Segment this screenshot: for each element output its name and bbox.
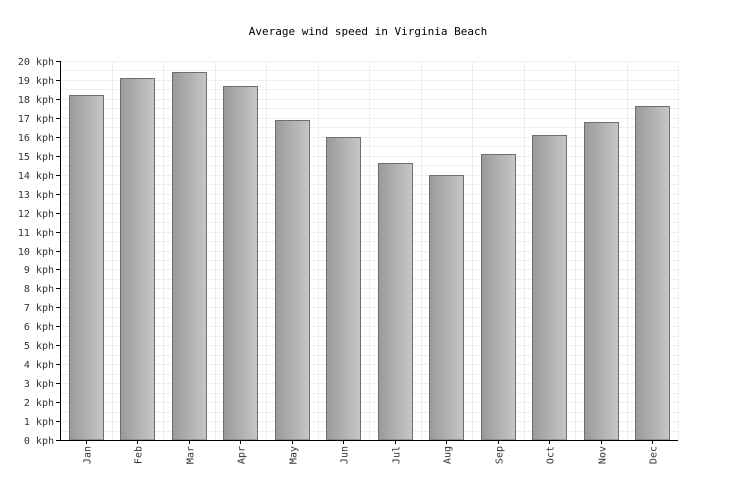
y-tick-label: 13 kph <box>18 190 54 201</box>
y-tick-label: 12 kph <box>18 209 54 220</box>
x-tick-label: Jun <box>340 446 351 464</box>
bar-dec <box>635 106 670 441</box>
y-tick-label: 4 kph <box>24 360 54 371</box>
bar-apr <box>223 86 258 441</box>
y-tick-label: 1 kph <box>24 417 54 428</box>
x-tick-label: Sep <box>495 446 506 464</box>
x-axis-ticks: Jan Feb Mar Apr May Jun Jul Aug Sep Oct Nov Dec <box>83 440 660 464</box>
grid <box>60 61 679 441</box>
bar-jun <box>326 137 361 441</box>
x-tick-label: Feb <box>134 446 145 464</box>
bar-jan <box>69 95 104 441</box>
x-tick-label: Dec <box>649 446 660 464</box>
y-tick-label: 16 kph <box>18 133 54 144</box>
y-tick-label: 18 kph <box>18 95 54 106</box>
bar-sep <box>481 154 516 441</box>
y-tick-label: 19 kph <box>18 76 54 87</box>
y-tick-label: 8 kph <box>24 284 54 295</box>
x-tick-label: Nov <box>598 446 609 464</box>
x-tick-label: Jul <box>392 446 403 464</box>
y-tick-label: 15 kph <box>18 152 54 163</box>
y-tick-label: 7 kph <box>24 303 54 314</box>
y-tick-label: 11 kph <box>18 228 54 239</box>
y-tick-label: 5 kph <box>24 341 54 352</box>
y-tick-label: 14 kph <box>18 171 54 182</box>
y-tick-label: 2 kph <box>24 398 54 409</box>
y-tick-label: 9 kph <box>24 265 54 276</box>
y-axis-ticks: 0 kph 1 kph 2 kph 3 kph 4 kph 5 kph 6 kph 7 kph… <box>18 57 60 447</box>
axes <box>60 61 678 441</box>
y-tick-label: 6 kph <box>24 322 54 333</box>
x-tick-label: Mar <box>186 446 197 464</box>
bar-jul <box>378 163 413 441</box>
x-tick-label: Jan <box>83 446 94 464</box>
bar-nov <box>584 122 619 441</box>
bar-oct <box>532 135 567 441</box>
x-tick-label: Apr <box>237 446 248 464</box>
x-tick-label: Oct <box>546 446 557 464</box>
y-tick-label: 20 kph <box>18 57 54 68</box>
bar-mar <box>172 72 207 441</box>
x-tick-label: May <box>289 446 300 464</box>
y-tick-label: 0 kph <box>24 436 54 447</box>
y-tick-label: 10 kph <box>18 247 54 258</box>
x-tick-label: Aug <box>443 446 454 464</box>
y-tick-label: 3 kph <box>24 379 54 390</box>
y-tick-label: 17 kph <box>18 114 54 125</box>
bar-feb <box>120 78 155 441</box>
bar-aug <box>429 175 464 441</box>
bar-may <box>275 120 310 441</box>
bars <box>69 72 670 441</box>
chart-title: Average wind speed in Virginia Beach <box>249 25 487 38</box>
